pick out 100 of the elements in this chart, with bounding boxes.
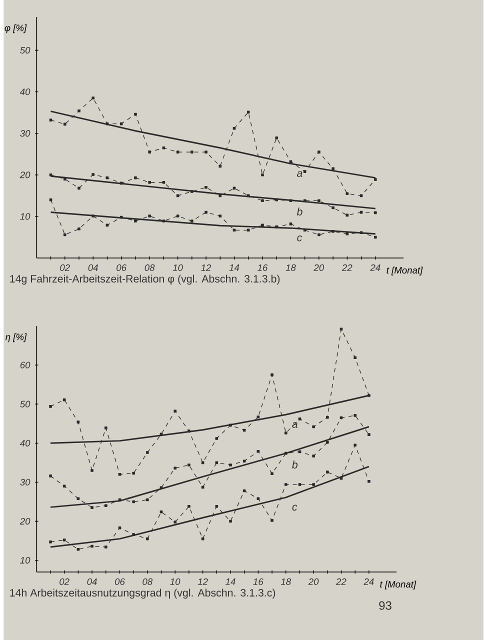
point bbox=[148, 150, 152, 154]
point bbox=[78, 110, 81, 112]
point bbox=[229, 424, 232, 427]
point bbox=[312, 454, 316, 458]
point bbox=[204, 150, 208, 154]
point bbox=[134, 220, 138, 222]
point bbox=[63, 538, 66, 542]
point bbox=[162, 180, 166, 184]
x-tick-label: 18 bbox=[286, 264, 296, 271]
y-tick-label: 20 bbox=[20, 172, 30, 178]
point bbox=[261, 173, 264, 176]
x-tick-label: 24 bbox=[370, 264, 380, 271]
point bbox=[49, 474, 52, 478]
x-tick-label: 22 bbox=[342, 264, 352, 271]
text: 14h Arbeitszeitausnutzungsgrad η (vgl. Abschn. 3.1.3.c) bbox=[10, 588, 276, 599]
point bbox=[346, 232, 349, 236]
point bbox=[104, 426, 108, 430]
point bbox=[204, 210, 208, 214]
point bbox=[174, 520, 177, 524]
point bbox=[326, 470, 329, 474]
point bbox=[188, 464, 191, 466]
point bbox=[312, 483, 316, 486]
y-tick-label: 50 bbox=[20, 46, 30, 54]
point bbox=[188, 505, 191, 508]
point bbox=[148, 180, 152, 184]
point bbox=[326, 416, 329, 419]
point bbox=[92, 96, 95, 100]
point bbox=[374, 178, 377, 181]
x-tick-label: 20 bbox=[314, 264, 324, 271]
point bbox=[78, 186, 81, 190]
point bbox=[146, 451, 149, 454]
point bbox=[76, 420, 80, 424]
x-tick-label: 08 bbox=[144, 264, 155, 271]
x-tick-label: 16 bbox=[253, 578, 264, 585]
point bbox=[318, 150, 321, 154]
y-tick-label: 40 bbox=[20, 88, 30, 96]
point bbox=[261, 199, 264, 202]
x-tick-label: 10 bbox=[170, 578, 180, 585]
x-axis-title: t [Monat] bbox=[380, 580, 416, 590]
point bbox=[190, 220, 194, 222]
point bbox=[50, 118, 52, 122]
point bbox=[354, 356, 357, 360]
x-axis-title: t [Monat] bbox=[386, 266, 423, 276]
point bbox=[90, 506, 94, 509]
point bbox=[318, 233, 321, 236]
point bbox=[354, 444, 357, 446]
x-tick-label: 24 bbox=[364, 578, 374, 585]
point bbox=[162, 146, 166, 150]
point bbox=[90, 544, 94, 548]
point bbox=[104, 546, 108, 548]
point bbox=[76, 548, 80, 551]
point bbox=[247, 228, 250, 232]
point bbox=[134, 112, 138, 116]
point bbox=[118, 526, 122, 530]
point bbox=[64, 233, 66, 236]
point bbox=[132, 472, 136, 475]
point bbox=[275, 198, 278, 202]
point bbox=[270, 472, 274, 476]
y-tick-label: 50 bbox=[20, 400, 30, 408]
x-tick-label: 12 bbox=[198, 578, 208, 585]
y-tick-label: 30 bbox=[20, 478, 30, 486]
x-tick-label: 02 bbox=[60, 264, 70, 271]
point bbox=[90, 469, 94, 472]
point bbox=[298, 483, 302, 486]
x-tick-label: 16 bbox=[258, 264, 268, 271]
series-label: b bbox=[297, 208, 303, 216]
x-tick-label: 14 bbox=[226, 578, 236, 585]
x-tick-label: 10 bbox=[173, 264, 184, 271]
point bbox=[134, 176, 138, 180]
y-tick-label: 30 bbox=[20, 130, 30, 137]
point bbox=[190, 150, 194, 154]
point bbox=[326, 440, 329, 444]
point bbox=[162, 220, 166, 222]
point bbox=[176, 214, 180, 218]
point bbox=[243, 460, 246, 463]
x-tick-label: 04 bbox=[87, 578, 98, 585]
x-tick-label: 20 bbox=[308, 578, 319, 585]
point bbox=[374, 236, 377, 239]
y-axis-title: η [%] bbox=[6, 333, 27, 342]
point bbox=[78, 228, 81, 230]
point bbox=[92, 173, 95, 176]
x-tick-label: 08 bbox=[142, 578, 153, 585]
y-tick-label: 60 bbox=[20, 362, 30, 368]
point bbox=[270, 373, 274, 376]
point bbox=[247, 194, 250, 198]
point bbox=[160, 510, 163, 514]
point bbox=[261, 224, 264, 227]
series-label: c bbox=[297, 235, 302, 242]
point bbox=[256, 497, 260, 500]
point bbox=[132, 500, 136, 504]
point bbox=[284, 432, 288, 434]
x-tick-label: 04 bbox=[88, 264, 98, 271]
y-axis-title: φ [%] bbox=[4, 24, 27, 34]
point bbox=[104, 504, 108, 508]
point bbox=[256, 416, 260, 418]
point bbox=[64, 122, 66, 126]
point bbox=[275, 225, 278, 228]
y-tick-label: 10 bbox=[20, 556, 30, 564]
point bbox=[118, 472, 122, 476]
series-label: a bbox=[297, 171, 303, 177]
